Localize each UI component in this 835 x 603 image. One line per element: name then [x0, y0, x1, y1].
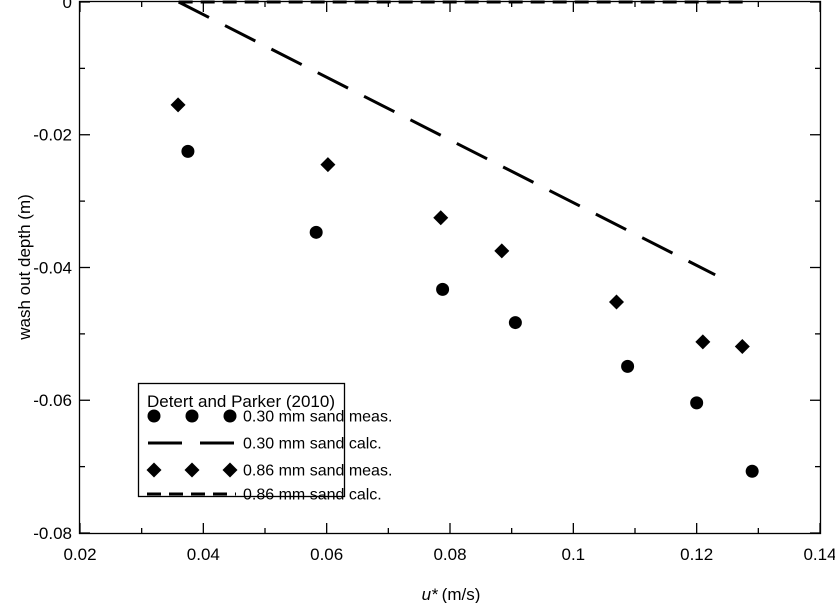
data-point-030-meas [621, 359, 635, 373]
axis-tick-labels: 0.02 0.04 0.06 0.08 0.1 0.12 0.14 -0.08 -0.06 -0.… [33, 0, 835, 564]
legend-marker-circle [223, 409, 237, 423]
legend-samples [146, 409, 238, 496]
x-axis-unit: (m/s) [442, 585, 481, 603]
data-point-086-meas [609, 294, 624, 310]
data-point-030-meas [690, 396, 704, 410]
data-point-030-meas [508, 316, 522, 330]
data-point-086-meas [734, 338, 750, 354]
legend-box [137, 382, 346, 498]
data-point-086-meas [170, 97, 186, 113]
y-axis-title: wash out depth (m) [15, 194, 34, 341]
data-point-086-meas [433, 210, 449, 226]
calc-line-030 [177, 0, 716, 277]
y-tick-label: 0 [63, 0, 72, 12]
legend: Detert and Parker (2010) 0.30 mm sand me… [137, 382, 392, 504]
legend-marker-circle [185, 409, 199, 423]
x-tick-label: 0.04 [187, 545, 220, 564]
x-tick-label: 0.02 [63, 545, 96, 564]
y-tick-label: -0.04 [33, 258, 72, 277]
x-tick-label: 0.08 [433, 545, 466, 564]
x-tick-label: 0.06 [310, 545, 343, 564]
y-tick-label: -0.02 [33, 126, 72, 145]
data-point-030-meas [745, 464, 759, 478]
data-point-086-meas [695, 334, 711, 350]
x-tick-label: 0.14 [803, 545, 835, 564]
data-point-086-meas [320, 157, 336, 173]
legend-marker-diamond [184, 462, 200, 478]
x-tick-label: 0.12 [680, 545, 713, 564]
legend-label-086-meas: 0.86 mm sand meas. [243, 463, 392, 480]
x-axis-title: u* (m/s) [422, 585, 481, 603]
legend-marker-diamond [222, 462, 238, 478]
x-axis-symbol: u* [422, 585, 439, 603]
x-tick-label: 0.1 [562, 545, 586, 564]
legend-label-030-meas: 0.30 mm sand meas. [243, 409, 392, 426]
legend-label-086-calc: 0.86 mm sand calc. [243, 487, 382, 504]
data-point-030-meas [436, 282, 450, 296]
y-tick-label: -0.08 [33, 524, 72, 543]
legend-title: Detert and Parker (2010) [147, 392, 335, 411]
y-tick-label: -0.06 [33, 391, 72, 410]
data-point-086-meas [494, 243, 510, 259]
data-point-030-meas [181, 144, 195, 158]
data-point-030-meas [309, 225, 323, 239]
legend-marker-diamond [146, 462, 162, 478]
data-series [170, 0, 759, 478]
legend-label-030-calc: 0.30 mm sand calc. [243, 436, 382, 453]
legend-marker-circle [147, 409, 161, 423]
